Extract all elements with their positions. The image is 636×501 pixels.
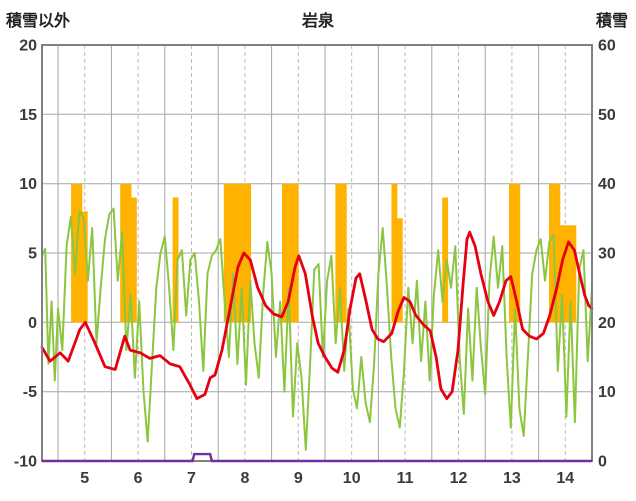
right-axis-tick-label: 60 bbox=[598, 38, 616, 55]
left-axis-tick-label: 10 bbox=[19, 176, 37, 193]
left-axis-tick-labels: 20 15 10 5 0 -5 -10 bbox=[14, 38, 37, 471]
right-axis-tick-label: 50 bbox=[598, 107, 616, 124]
orange-bar bbox=[130, 197, 137, 323]
orange-bar bbox=[549, 183, 555, 323]
orange-bar bbox=[172, 197, 179, 323]
orange-bar bbox=[81, 211, 88, 323]
x-axis-tick-label: 12 bbox=[450, 470, 468, 487]
green-line-series bbox=[41, 207, 593, 451]
orange-bar bbox=[125, 183, 132, 323]
right-axis-tick-label: 40 bbox=[598, 176, 616, 193]
orange-bar bbox=[565, 225, 571, 323]
x-axis-tick-label: 5 bbox=[80, 470, 89, 487]
orange-bar bbox=[340, 183, 347, 323]
orange-bar bbox=[554, 183, 561, 323]
orange-bar bbox=[514, 183, 521, 323]
orange-bar bbox=[442, 197, 449, 323]
orange-bar bbox=[396, 218, 403, 323]
left-axis-tick-label: -5 bbox=[23, 384, 37, 401]
chart-title: 岩泉 bbox=[301, 13, 334, 30]
x-axis-tick-label: 13 bbox=[503, 470, 521, 487]
orange-bar bbox=[292, 183, 299, 323]
left-axis-title: 積雪以外 bbox=[6, 13, 71, 30]
orange-bar bbox=[287, 183, 294, 323]
left-axis-tick-label: 20 bbox=[19, 38, 37, 55]
left-axis-tick-label: -10 bbox=[14, 454, 37, 471]
right-axis-tick-label: 30 bbox=[598, 246, 616, 263]
left-axis-tick-label: 5 bbox=[28, 246, 37, 263]
orange-bar bbox=[570, 225, 577, 323]
x-axis-tick-labels: 5 6 7 8 9 10 11 12 13 14 bbox=[80, 470, 574, 487]
x-axis-tick-label: 11 bbox=[397, 470, 414, 487]
right-axis-tick-label: 20 bbox=[598, 315, 616, 332]
orange-bar bbox=[335, 183, 342, 323]
red-line-series bbox=[40, 230, 594, 400]
orange-bar bbox=[223, 183, 230, 323]
orange-bar bbox=[509, 183, 515, 323]
right-axis-tick-label: 0 bbox=[598, 454, 607, 471]
left-axis-tick-label: 15 bbox=[19, 107, 37, 124]
x-axis-tick-label: 14 bbox=[556, 470, 574, 487]
horizontal-gridlines bbox=[42, 113, 592, 393]
vertical-gridlines-solid bbox=[57, 45, 540, 461]
orange-bar bbox=[559, 225, 566, 323]
purple-snow-depth-series bbox=[42, 452, 592, 463]
orange-bar bbox=[282, 183, 288, 323]
right-axis-tick-label: 10 bbox=[598, 384, 616, 401]
orange-bar bbox=[229, 183, 236, 323]
red-line-path bbox=[40, 230, 594, 400]
orange-bar bbox=[391, 183, 398, 323]
green-line-path bbox=[41, 207, 593, 451]
x-axis-tick-label: 6 bbox=[134, 470, 143, 487]
orange-bar bbox=[76, 183, 83, 323]
x-axis-tick-label: 9 bbox=[294, 470, 303, 487]
right-axis-tick-labels: 60 50 40 30 20 10 0 bbox=[598, 38, 616, 471]
orange-bar bbox=[234, 183, 241, 323]
purple-snow-depth-path bbox=[42, 452, 592, 463]
right-axis-title: 積雪 bbox=[595, 13, 628, 30]
x-axis-tick-label: 8 bbox=[240, 470, 249, 487]
x-axis-tick-label: 7 bbox=[187, 470, 196, 487]
orange-bar bbox=[245, 183, 252, 323]
left-axis-tick-label: 0 bbox=[28, 315, 37, 332]
x-axis-tick-label: 10 bbox=[343, 470, 361, 487]
